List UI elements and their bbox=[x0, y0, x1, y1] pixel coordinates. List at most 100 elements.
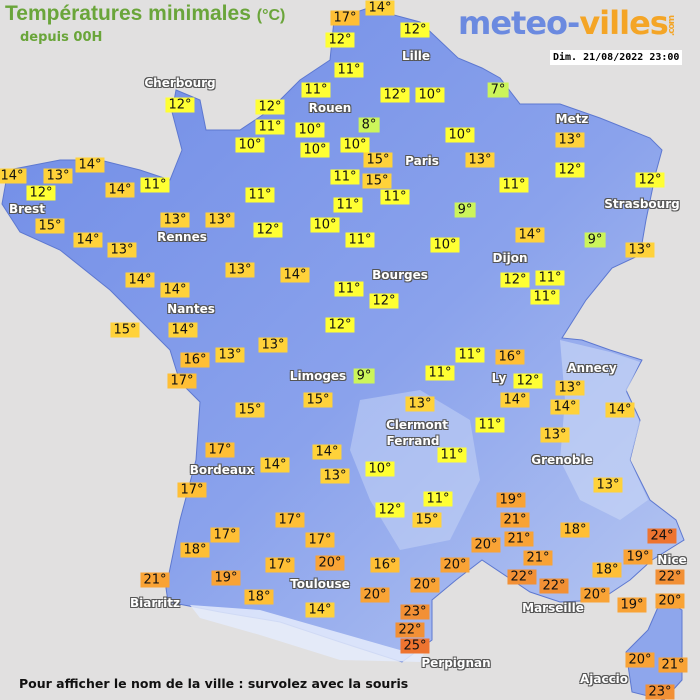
city-label[interactable]: Grenoble bbox=[531, 453, 593, 467]
temperature-label[interactable]: 22° bbox=[539, 578, 569, 594]
temperature-label[interactable]: 14° bbox=[605, 402, 635, 418]
temperature-label[interactable]: 12° bbox=[325, 317, 355, 333]
temperature-label[interactable]: 13° bbox=[540, 427, 570, 443]
temperature-label[interactable]: 14° bbox=[515, 227, 545, 243]
temperature-label[interactable]: 10° bbox=[300, 142, 330, 158]
temperature-label[interactable]: 20° bbox=[580, 587, 610, 603]
temperature-label[interactable]: 21° bbox=[658, 657, 688, 673]
city-label[interactable]: Bordeaux bbox=[189, 463, 255, 477]
city-label[interactable]: Nice bbox=[657, 553, 687, 567]
temperature-label[interactable]: 11° bbox=[334, 281, 364, 297]
temperature-label[interactable]: 20° bbox=[471, 537, 501, 553]
city-label[interactable]: Strasbourg bbox=[604, 197, 680, 211]
temperature-label[interactable]: 11° bbox=[330, 169, 360, 185]
temperature-label[interactable]: 24° bbox=[647, 528, 677, 544]
temperature-label[interactable]: 12° bbox=[400, 22, 430, 38]
temperature-label[interactable]: 14° bbox=[125, 272, 155, 288]
city-label[interactable]: Ly bbox=[491, 371, 507, 385]
temperature-label[interactable]: 12° bbox=[555, 162, 585, 178]
temperature-label[interactable]: 12° bbox=[253, 222, 283, 238]
temperature-label[interactable]: 13° bbox=[258, 337, 288, 353]
temperature-label[interactable]: 11° bbox=[475, 417, 505, 433]
temperature-label[interactable]: 21° bbox=[504, 531, 534, 547]
temperature-label[interactable]: 14° bbox=[105, 182, 135, 198]
temperature-label[interactable]: 17° bbox=[177, 482, 207, 498]
temperature-label[interactable]: 11° bbox=[334, 62, 364, 78]
temperature-label[interactable]: 10° bbox=[415, 87, 445, 103]
temperature-label[interactable]: 12° bbox=[369, 293, 399, 309]
temperature-label[interactable]: 19° bbox=[211, 570, 241, 586]
temperature-label[interactable]: 25° bbox=[400, 638, 430, 654]
temperature-label[interactable]: 10° bbox=[445, 127, 475, 143]
temperature-label[interactable]: 15° bbox=[362, 173, 392, 189]
city-label[interactable]: Limoges bbox=[289, 369, 347, 383]
temperature-label[interactable]: 13° bbox=[43, 168, 73, 184]
temperature-label[interactable]: 10° bbox=[340, 137, 370, 153]
temperature-label[interactable]: 13° bbox=[225, 262, 255, 278]
temperature-label[interactable]: 14° bbox=[305, 602, 335, 618]
temperature-label[interactable]: 13° bbox=[160, 212, 190, 228]
temperature-label[interactable]: 15° bbox=[35, 218, 65, 234]
temperature-label[interactable]: 13° bbox=[205, 212, 235, 228]
temperature-label[interactable]: 18° bbox=[560, 522, 590, 538]
temperature-label[interactable]: 20° bbox=[360, 587, 390, 603]
temperature-label[interactable]: 11° bbox=[301, 82, 331, 98]
logo[interactable]: meteo-villes.com bbox=[458, 4, 688, 42]
city-label[interactable]: Marseille bbox=[522, 601, 584, 615]
temperature-label[interactable]: 18° bbox=[592, 562, 622, 578]
temperature-label[interactable]: 16° bbox=[180, 352, 210, 368]
temperature-label[interactable]: 12° bbox=[375, 502, 405, 518]
city-label[interactable]: Clermont bbox=[385, 418, 449, 432]
temperature-label[interactable]: 18° bbox=[244, 589, 274, 605]
temperature-label[interactable]: 11° bbox=[455, 347, 485, 363]
temperature-label[interactable]: 17° bbox=[305, 532, 335, 548]
temperature-label[interactable]: 14° bbox=[312, 444, 342, 460]
temperature-label[interactable]: 10° bbox=[295, 122, 325, 138]
temperature-label[interactable]: 20° bbox=[410, 577, 440, 593]
temperature-label[interactable]: 11° bbox=[423, 491, 453, 507]
temperature-label[interactable]: 21° bbox=[140, 572, 170, 588]
temperature-label[interactable]: 11° bbox=[425, 365, 455, 381]
temperature-label[interactable]: 12° bbox=[255, 99, 285, 115]
temperature-label[interactable]: 23° bbox=[645, 684, 675, 700]
city-label[interactable]: Dijon bbox=[492, 251, 528, 265]
temperature-label[interactable]: 10° bbox=[235, 137, 265, 153]
city-label[interactable]: Paris bbox=[405, 154, 439, 168]
temperature-label[interactable]: 13° bbox=[593, 477, 623, 493]
temperature-label[interactable]: 13° bbox=[215, 347, 245, 363]
temperature-label[interactable]: 15° bbox=[363, 152, 393, 168]
city-label[interactable]: Biarritz bbox=[129, 596, 181, 610]
temperature-label[interactable]: 20° bbox=[625, 652, 655, 668]
temperature-label[interactable]: 20° bbox=[655, 593, 685, 609]
temperature-label[interactable]: 10° bbox=[365, 461, 395, 477]
city-label[interactable]: Annecy bbox=[567, 361, 617, 375]
temperature-label[interactable]: 12° bbox=[635, 172, 665, 188]
city-label[interactable]: Brest bbox=[8, 202, 46, 216]
temperature-label[interactable]: 19° bbox=[496, 492, 526, 508]
temperature-label[interactable]: 11° bbox=[245, 187, 275, 203]
city-label[interactable]: Ajaccio bbox=[579, 672, 629, 686]
temperature-label[interactable]: 10° bbox=[310, 217, 340, 233]
temperature-label[interactable]: 15° bbox=[110, 322, 140, 338]
temperature-label[interactable]: 21° bbox=[523, 550, 553, 566]
city-label[interactable]: Lille bbox=[401, 49, 431, 63]
temperature-label[interactable]: 14° bbox=[260, 457, 290, 473]
temperature-label[interactable]: 11° bbox=[437, 447, 467, 463]
temperature-label[interactable]: 10° bbox=[430, 237, 460, 253]
temperature-label[interactable]: 12° bbox=[26, 185, 56, 201]
temperature-label[interactable]: 19° bbox=[623, 549, 653, 565]
temperature-label[interactable]: 12° bbox=[380, 87, 410, 103]
temperature-label[interactable]: 15° bbox=[412, 512, 442, 528]
temperature-label[interactable]: 13° bbox=[625, 242, 655, 258]
temperature-label[interactable]: 18° bbox=[180, 542, 210, 558]
temperature-label[interactable]: 15° bbox=[303, 392, 333, 408]
temperature-label[interactable]: 11° bbox=[333, 197, 363, 213]
temperature-label[interactable]: 17° bbox=[210, 527, 240, 543]
temperature-label[interactable]: 11° bbox=[380, 189, 410, 205]
city-label[interactable]: Rennes bbox=[157, 230, 207, 244]
temperature-label[interactable]: 13° bbox=[320, 468, 350, 484]
temperature-label[interactable]: 23° bbox=[400, 604, 430, 620]
temperature-label[interactable]: 12° bbox=[500, 272, 530, 288]
temperature-label[interactable]: 21° bbox=[500, 512, 530, 528]
city-label[interactable]: Metz bbox=[555, 112, 589, 126]
